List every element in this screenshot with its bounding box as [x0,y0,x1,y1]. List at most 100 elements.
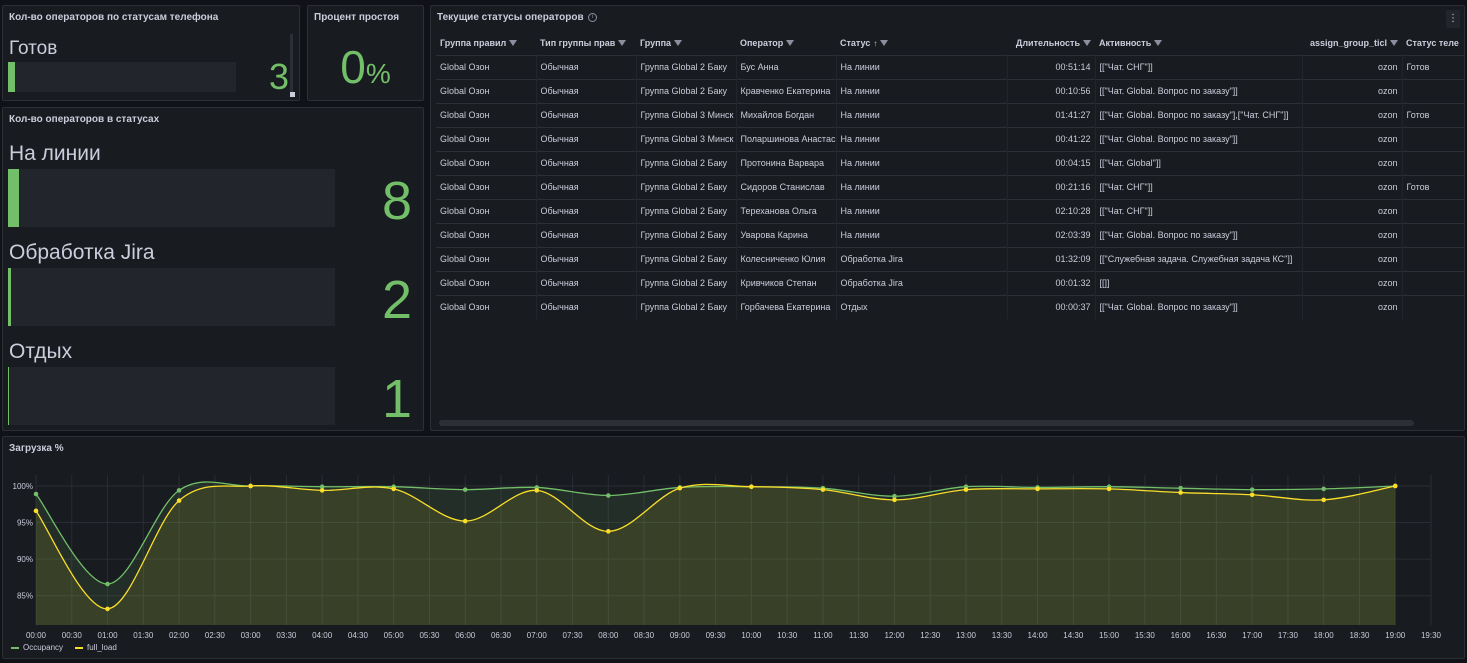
cell-assign-group: ozon [1302,54,1403,79]
panel-title: Загрузка % [9,443,64,454]
cell-phone-status [1402,150,1464,175]
cell-operator: Тереханова Ольга [736,198,837,223]
resize-scroll-handle[interactable] [290,34,293,94]
column-header-assign-group[interactable]: assign_group_ticl [1302,31,1402,55]
cell-operator: Кривчиков Степан [736,270,837,295]
table-row[interactable]: Global Озон Обычная Группа Global 2 Баку Те… [436,198,1464,223]
bar-value-rest: 1 [381,369,412,429]
cell-group-type: Обычная [536,174,637,199]
x-tick-label: 19:00 [1385,631,1406,640]
y-tick-label: 95% [17,519,33,528]
panel-menu-icon[interactable]: ⋮ [1446,10,1460,28]
cell-assign-group: ozon [1302,246,1403,271]
filter-icon[interactable] [509,40,518,47]
x-tick-label: 01:00 [98,631,119,640]
column-header-label: assign_group_ticl [1309,37,1387,48]
x-tick-label: 13:00 [956,631,977,640]
cell-assign-group: ozon [1302,150,1403,175]
table-row[interactable]: Global Озон Обычная Группа Global 3 Минск М… [436,102,1464,127]
column-header-operator[interactable]: Оператор [736,31,836,55]
cell-activity: [["Чат. Global. Вопрос по заказу"]] [1095,294,1303,319]
x-tick-label: 18:00 [1314,631,1335,640]
operator-table: Группа правил Тип группы прав Группа Опе… [436,31,1464,319]
cell-group: Группа Global 2 Баку [636,54,737,79]
cell-duration: 00:04:15 [1007,150,1096,175]
filter-icon[interactable] [1083,40,1091,47]
data-point [820,487,826,492]
legend-item-occupancy[interactable]: Occupancy [11,643,63,652]
filter-icon[interactable] [618,40,627,47]
table-header-row: Группа правил Тип группы прав Группа Опе… [436,31,1464,55]
cell-status: На линии [836,174,1008,199]
filter-icon[interactable] [674,40,683,47]
sort-ascending-icon[interactable]: ↑ [873,38,878,48]
data-point [319,488,325,493]
column-header-duration[interactable]: Длительность [1007,31,1095,55]
cell-duration: 02:10:28 [1007,198,1096,223]
load-chart: 00:00 00:30 01:00 01:30 02:00 02:30 03:00 03:30… [13,475,1442,640]
table-row[interactable]: Global Озон Обычная Группа Global 2 Баку Ув… [436,222,1464,247]
data-point [1249,492,1255,498]
cell-rule-group: Global Озон [436,246,537,271]
cell-status: На линии [836,222,1008,247]
load-chart-panel: Загрузка % 00:00 00:30 01:00 01:30 02:00 02:3… [2,436,1465,659]
cell-activity: [["Чат. Global. Вопрос по заказу"]] [1095,78,1303,103]
cell-rule-group: Global Озон [436,54,537,79]
table-row[interactable]: Global Озон Обычная Группа Global 3 Минск П… [436,126,1464,151]
filter-icon[interactable] [1154,40,1163,47]
column-header-label: Длительность [1015,37,1080,48]
phone-status-panel: Кол-во операторов по статусам телефона Г… [2,5,300,101]
bar-label-jira: Обработка Jira [9,241,155,264]
cell-activity: [[]] [1095,270,1303,295]
bar-fill-ready [8,62,15,92]
data-point [33,491,39,497]
info-icon[interactable]: i [588,13,597,22]
filter-icon[interactable] [880,40,889,47]
panel-title: Процент простоя [314,12,400,23]
table-row[interactable]: Global Озон Обычная Группа Global 2 Баку Бу… [436,54,1464,79]
column-header-phone-status[interactable]: Статус теле [1402,31,1464,55]
cell-status: На линии [836,150,1008,175]
cell-rule-group: Global Озон [436,198,537,223]
cell-operator: Колесниченко Юлия [736,246,837,271]
column-header-activity[interactable]: Активность [1095,31,1302,55]
x-tick-label: 12:30 [920,631,941,640]
data-point [1321,486,1326,492]
data-point [892,493,897,499]
column-header-rule-group[interactable]: Группа правил [436,31,536,55]
cell-duration: 01:41:27 [1007,102,1096,127]
filter-icon[interactable] [1390,40,1398,47]
x-tick-label: 06:30 [491,631,512,640]
filter-icon[interactable] [786,40,795,47]
table-row[interactable]: Global Озон Обычная Группа Global 2 Баку Ко… [436,246,1464,271]
horizontal-scrollbar[interactable] [439,420,1414,426]
bar-track-online [8,169,335,227]
x-tick-label: 09:30 [706,631,727,640]
x-tick-label: 11:30 [849,631,869,640]
legend-item-full-load[interactable]: full_load [75,643,117,652]
cell-duration: 00:51:14 [1007,54,1096,79]
cell-assign-group: ozon [1302,198,1403,223]
cell-status: На линии [836,102,1008,127]
table-row[interactable]: Global Озон Обычная Группа Global 2 Баку Си… [436,174,1464,199]
cell-phone-status: Готов [1402,54,1464,79]
cell-rule-group: Global Озон [436,294,537,319]
table-row[interactable]: Global Озон Обычная Группа Global 2 Баку Кр… [436,270,1464,295]
cell-status: Обработка Jira [836,246,1008,271]
x-tick-label: 19:30 [1421,631,1442,640]
cell-activity: [["Чат. Global"]] [1095,150,1303,175]
x-tick-label: 14:00 [1028,631,1049,640]
column-header-group[interactable]: Группа [636,31,736,55]
column-header-group-type[interactable]: Тип группы прав [536,31,636,55]
cell-assign-group: ozon [1302,222,1403,247]
bar-track-ready [8,62,236,92]
cell-group-type: Обычная [536,222,637,247]
table-row[interactable]: Global Озон Обычная Группа Global 2 Баку Кр… [436,78,1464,103]
panel-title: Текущие статусы операторов [437,12,584,23]
resize-corner-icon[interactable] [290,92,295,97]
legend-label: full_load [87,643,117,652]
table-row[interactable]: Global Озон Обычная Группа Global 2 Баку Го… [436,294,1464,319]
cell-group: Группа Global 2 Баку [636,222,737,247]
column-header-status[interactable]: Статус ↑ [836,31,1007,55]
table-row[interactable]: Global Озон Обычная Группа Global 2 Баку Пр… [436,150,1464,175]
